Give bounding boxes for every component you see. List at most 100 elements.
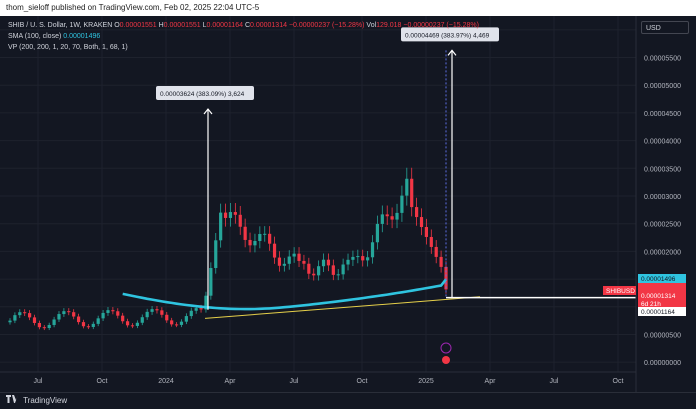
candle-body xyxy=(351,256,355,260)
candle-body xyxy=(140,317,144,323)
candle-body xyxy=(400,195,404,213)
candle-body xyxy=(341,264,345,275)
candle-body xyxy=(160,310,164,315)
candle-body xyxy=(331,265,335,275)
candle-body xyxy=(307,263,311,274)
candle-body xyxy=(72,312,76,317)
candle-body xyxy=(86,326,90,328)
candle-body xyxy=(27,313,32,318)
publish-header: thom_sieloff published on TradingView.co… xyxy=(0,0,696,16)
measure-label-box xyxy=(401,27,499,42)
measure-label-box xyxy=(156,86,254,101)
candle-body xyxy=(165,314,169,321)
time-tick-label: Jul xyxy=(550,378,559,385)
trend-line[interactable] xyxy=(204,296,481,319)
candle-body xyxy=(253,240,257,246)
candle-body xyxy=(395,212,399,220)
candle-body xyxy=(96,318,100,324)
open-value: 0.00001551 xyxy=(119,22,157,29)
candle-body xyxy=(439,256,443,267)
sma-line xyxy=(122,278,448,311)
candle-body xyxy=(312,273,316,276)
candle-body xyxy=(199,308,203,310)
candle-body xyxy=(424,227,429,237)
price-scale[interactable] xyxy=(636,16,696,392)
candle-body xyxy=(302,260,306,264)
sma-label: SMA (100, close) xyxy=(8,33,62,40)
candle-body xyxy=(228,212,233,218)
candle-body xyxy=(258,233,262,241)
candle-body xyxy=(174,324,179,326)
candle-body xyxy=(434,246,438,257)
candle-body xyxy=(287,256,291,264)
time-tick-label: Oct xyxy=(357,378,368,385)
countdown-price-badge-label: 6d 21h xyxy=(641,301,661,308)
symbol-price-badge-label: SHIBUSD xyxy=(606,288,635,295)
time-tick-label: Jul xyxy=(34,378,43,385)
footer-bar: TradingView xyxy=(0,392,696,409)
candle-body xyxy=(189,310,193,317)
candle-body xyxy=(23,312,27,314)
candle-body xyxy=(116,311,120,316)
measure-arrow-head xyxy=(203,108,213,115)
candle-body xyxy=(321,259,326,267)
candle-body xyxy=(101,312,105,319)
sma-row[interactable]: SMA (100, close) 0.00001496 xyxy=(8,31,479,42)
candle-body xyxy=(145,311,149,318)
sma-value: 0.00001496 xyxy=(63,33,101,40)
volume-label: Vol xyxy=(366,22,377,29)
low-label: L xyxy=(202,22,207,29)
candle-body xyxy=(135,322,139,326)
time-tick-label: 2024 xyxy=(158,378,174,385)
candle-body xyxy=(106,310,110,313)
candle-body xyxy=(370,242,375,258)
candle-body xyxy=(155,309,159,311)
sma-price-badge-label: 0.00001496 xyxy=(641,276,676,283)
currency-button[interactable]: USD xyxy=(641,21,689,34)
candle-body xyxy=(366,257,370,261)
candle-body xyxy=(375,223,380,243)
candle-body xyxy=(42,327,46,329)
candle-body xyxy=(13,315,17,321)
candle-body xyxy=(184,316,188,322)
symbol-label[interactable]: SHIB / U. S. Dollar, 1W, KRAKEN xyxy=(8,22,113,29)
earnings-event-icon[interactable] xyxy=(442,356,450,364)
current-price-badge-label: 0.00001314 xyxy=(641,293,676,300)
high-value: 0.00001551 xyxy=(163,22,201,29)
price-tick-label: 0.00005000 xyxy=(644,83,681,90)
low-price-badge-label: 0.00001164 xyxy=(641,309,675,316)
price-tick-label: 0.00004000 xyxy=(644,139,681,146)
candle-body xyxy=(297,253,301,261)
volume-change: −0.00000237 (−15.28%) xyxy=(403,22,479,29)
chart-area[interactable]: 0.00003624 (383.09%) 3,624 0.00004469 (38… xyxy=(0,16,696,392)
vp-label: VP (200, 200, 1, 20, 70, Both, 1, 68, 1) xyxy=(8,44,128,51)
candle-body xyxy=(385,214,389,217)
price-chart[interactable]: 0.00003624 (383.09%) 3,624 0.00004469 (38… xyxy=(0,16,696,392)
candle-body xyxy=(47,324,51,329)
vp-row[interactable]: VP (200, 200, 1, 20, 70, Both, 1, 68, 1) xyxy=(8,42,479,53)
measure-label: 0.00003624 (383.09%) 3,624 xyxy=(160,91,245,98)
candle-body xyxy=(76,316,81,323)
candle-body xyxy=(223,212,228,218)
candle-body xyxy=(272,243,277,258)
price-tick-label: 0.00002500 xyxy=(644,222,681,229)
candle-body xyxy=(37,322,41,328)
price-tick-label: 0.00000500 xyxy=(644,332,681,339)
measure-label: 0.00004469 (383.97%) 4,469 xyxy=(405,32,490,39)
candle-body xyxy=(380,214,384,224)
candle-body xyxy=(214,240,218,268)
time-tick-label: Apr xyxy=(225,378,237,385)
candle-body xyxy=(57,314,61,320)
measure-arrow-head xyxy=(447,49,457,56)
candle-body xyxy=(326,259,331,266)
candle-body xyxy=(444,266,448,290)
candle-body xyxy=(410,178,414,208)
candle-body xyxy=(238,214,242,227)
lightning-event-icon[interactable] xyxy=(440,342,452,354)
tradingview-logo-icon xyxy=(6,393,18,409)
candle-body xyxy=(81,322,86,327)
time-tick-label: Jul xyxy=(290,378,299,385)
candle-body xyxy=(248,239,252,246)
candle-body xyxy=(233,212,237,215)
